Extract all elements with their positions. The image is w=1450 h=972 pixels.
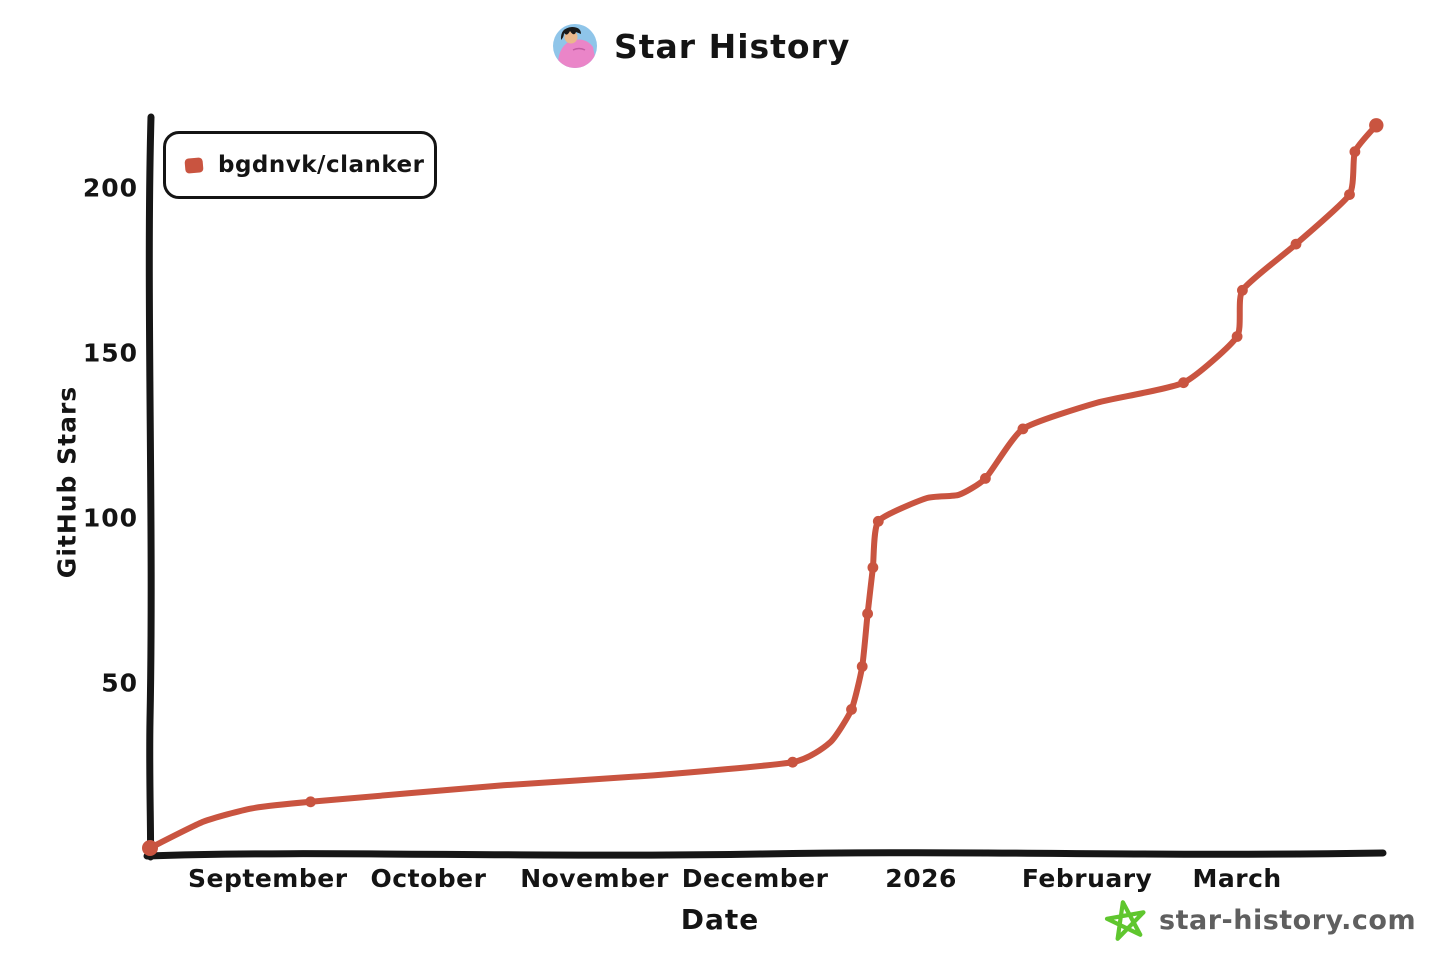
data-point-marker	[142, 840, 158, 856]
repo-avatar-icon	[553, 24, 597, 68]
x-axis-title: Date	[680, 903, 760, 936]
data-point-marker	[1290, 238, 1302, 250]
star-doodle-icon	[1104, 900, 1146, 941]
x-tick-label: November	[520, 864, 669, 893]
x-tick-label: February	[1021, 864, 1153, 893]
legend-series-label: bgdnvk/clanker	[218, 152, 425, 178]
y-tick-label: 50	[101, 668, 138, 698]
data-point-marker	[305, 796, 316, 808]
x-tick-label: 2026	[885, 864, 957, 893]
legend-series-marker	[184, 156, 204, 174]
footer-brand-text: star-history.com	[1159, 904, 1417, 936]
data-point-marker	[1231, 331, 1243, 342]
data-point-marker	[1237, 284, 1248, 296]
page-title: Star History	[614, 26, 851, 66]
y-axis-line	[145, 113, 155, 861]
y-tick-label: 100	[82, 503, 138, 533]
data-point-marker	[867, 562, 879, 573]
data-point-marker	[1349, 146, 1361, 158]
y-axis-title: GitHub Stars	[52, 385, 82, 579]
series-line	[147, 122, 1380, 851]
data-point-marker	[1369, 118, 1384, 133]
data-point-marker	[856, 661, 868, 672]
data-point-marker	[1344, 189, 1355, 201]
data-point-marker	[872, 515, 884, 527]
y-tick-label: 200	[82, 173, 138, 203]
x-tick-label: December	[681, 864, 829, 893]
series-layer	[142, 118, 1384, 856]
legend: bgdnvk/clanker	[163, 131, 437, 199]
y-tick-label: 150	[82, 338, 138, 368]
x-tick-label: September	[188, 864, 348, 893]
x-axis-line	[143, 849, 1387, 860]
chart-title-row: Star History	[553, 24, 850, 68]
data-point-marker	[1017, 423, 1029, 435]
data-point-marker	[862, 608, 873, 620]
data-point-marker	[846, 704, 857, 715]
footer-brand-link[interactable]: star-history.com	[1103, 897, 1416, 943]
x-tick-label: October	[370, 864, 487, 893]
data-point-marker	[787, 756, 798, 768]
x-tick-label: March	[1192, 864, 1282, 893]
data-point-marker	[980, 473, 991, 484]
data-point-marker	[1178, 377, 1189, 389]
